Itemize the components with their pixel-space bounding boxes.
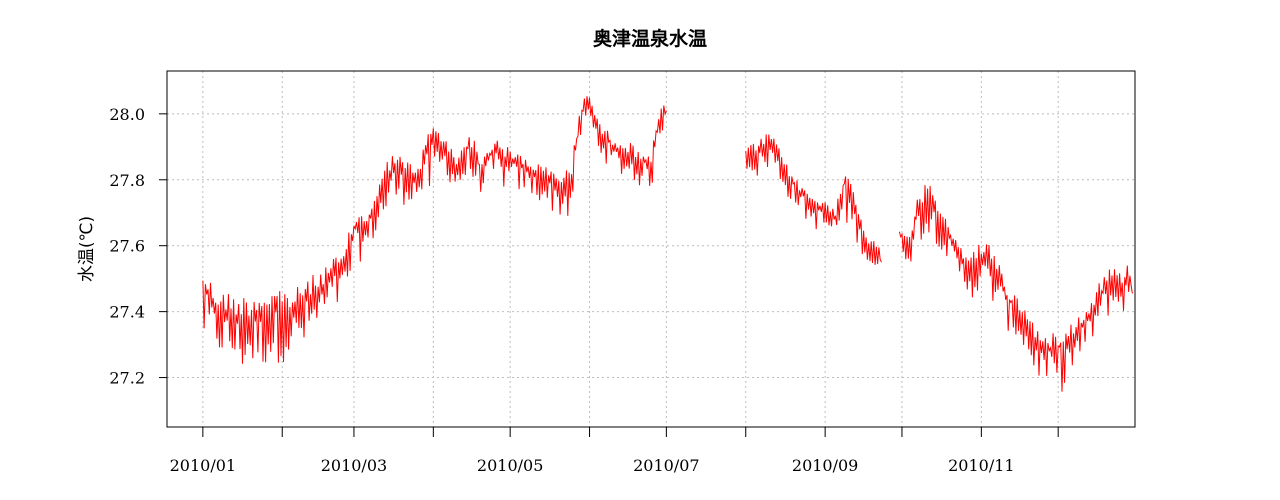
- x-tick-label: 2010/05: [477, 456, 543, 475]
- plot-frame: [166, 70, 1136, 428]
- x-axis: 2010/01 2010/03 2010/05 2010/07 2010/09 2010/…: [170, 427, 1059, 475]
- y-tick-label: 28.0: [109, 105, 145, 124]
- series-line-segment: [898, 185, 1133, 392]
- y-axis: 27.2 27.4 27.6 27.8 28.0: [109, 105, 167, 388]
- series-line-segment: [202, 96, 667, 364]
- y-tick-label: 27.8: [109, 171, 145, 190]
- series-layer: [202, 96, 1133, 392]
- y-tick-label: 27.4: [109, 303, 145, 322]
- chart-title: 奥津温泉水温: [593, 27, 707, 50]
- x-tick-label: 2010/07: [633, 456, 699, 475]
- x-tick-label: 2010/09: [792, 456, 858, 475]
- y-axis-label: 水温(℃): [77, 216, 97, 282]
- grid-lines: [167, 71, 1135, 427]
- x-tick-label: 2010/01: [170, 456, 236, 475]
- y-tick-label: 27.2: [109, 369, 145, 388]
- y-tick-label: 27.6: [109, 237, 145, 256]
- x-tick-label: 2010/03: [321, 456, 387, 475]
- x-tick-label: 2010/11: [948, 456, 1014, 475]
- series-line-segment: [745, 134, 882, 265]
